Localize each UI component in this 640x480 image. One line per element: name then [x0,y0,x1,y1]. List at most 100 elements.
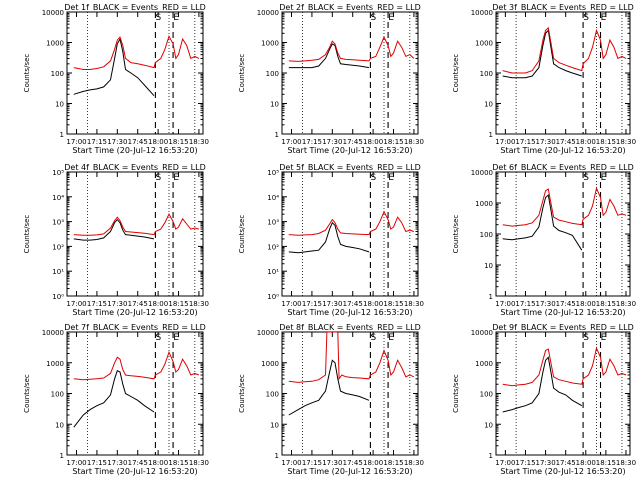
y-tick-label: 1000 [46,360,64,368]
x-tick-label: 17:45 [343,300,363,308]
panel-det-3: 1 10 100 1000 10000 17:00 17:15 17:30 17:45 18:00… [452,3,636,155]
events-series-line [73,37,155,97]
x-tick-label: 18:15 [168,300,188,308]
lld-series-line [502,186,627,227]
events-legend: BLACK = Events [93,163,158,172]
y-tick-label: 10000 [471,169,493,177]
x-tick-label: 17:45 [128,138,148,146]
y-tick-label: 10 [55,101,64,109]
x-tick-label: 17:15 [87,300,107,308]
x-tick-label: 17:30 [535,459,555,467]
y-tick-label: 10¹ [267,268,279,276]
x-axis-label: Start Time (20-Jul-12 16:53:20) [72,146,197,155]
events-series-line [502,194,583,251]
x-tick-label: 18:00 [148,300,168,308]
events-legend: BLACK = Events [93,3,158,12]
events-legend: BLACK = Events [521,163,586,172]
y-tick-label: 10000 [42,329,64,337]
detector-name: Det 1f [64,3,89,12]
y-axis-label: Counts/sec [238,215,246,254]
interval-marker-label: S [583,13,589,23]
x-tick-label: 17:00 [281,300,301,308]
x-tick-label: 17:45 [343,138,363,146]
lld-legend: RED = LLD [162,323,206,332]
x-tick-label: 17:30 [535,300,555,308]
interval-marker-label: E [388,173,394,183]
x-tick-label: 17:15 [515,459,535,467]
y-tick-label: 10 [484,101,493,109]
panel-title: Det 2f BLACK = Events RED = LLD [279,3,420,12]
interval-marker-label: E [173,13,179,23]
x-tick-label: 18:00 [148,138,168,146]
panel-title: Det 1f BLACK = Events RED = LLD [64,3,205,12]
interval-marker-label: S [156,173,162,183]
x-tick-label: 17:45 [128,300,148,308]
lld-legend: RED = LLD [377,3,421,12]
detector-name: Det 3f [492,3,517,12]
events-series-line [288,221,370,254]
events-legend: BLACK = Events [93,323,158,332]
panel-det-9: 1 10 100 1000 10000 17:00 17:15 17:30 17:45 18:00… [452,323,636,476]
events-series-line [502,356,583,413]
x-tick-label: 17:45 [128,459,148,467]
x-tick-label: 17:00 [281,459,301,467]
y-tick-label: 1000 [475,200,493,208]
events-series-line [73,370,155,428]
y-tick-label: 10000 [471,9,493,17]
y-axis-label: Counts/sec [23,54,31,93]
x-tick-label: 17:45 [556,138,576,146]
x-tick-label: 18:15 [168,138,188,146]
x-tick-label: 18:30 [404,300,424,308]
x-axis-label: Start Time (20-Jul-12 16:53:20) [500,467,625,476]
y-tick-label: 1 [60,452,64,460]
panel-title: Det 6f BLACK = Events RED = LLD [492,163,633,172]
x-tick-label: 17:00 [66,300,86,308]
panel-title: Det 8f BLACK = Events RED = LLD [279,323,420,332]
panel-title: Det 5f BLACK = Events RED = LLD [279,163,420,172]
lld-series-line [73,35,200,70]
lld-legend: RED = LLD [377,163,421,172]
x-tick-label: 18:30 [189,459,209,467]
x-tick-label: 18:00 [576,459,596,467]
y-tick-label: 1000 [261,360,279,368]
panel-det-8: 1 10 100 1000 10000 17:00 17:15 17:30 17:45 18:00… [238,323,424,476]
panel-title: Det 9f BLACK = Events RED = LLD [492,323,633,332]
x-tick-label: 17:00 [281,138,301,146]
x-tick-label: 18:30 [616,459,636,467]
y-tick-label: 10 [484,421,493,429]
x-tick-label: 18:15 [596,138,616,146]
y-tick-label: 10 [55,421,64,429]
y-tick-label: 10 [270,421,279,429]
interval-marker-label: E [173,333,179,343]
y-tick-label: 1 [489,293,493,301]
x-tick-label: 17:15 [515,138,535,146]
y-tick-label: 10000 [471,329,493,337]
y-tick-label: 1 [489,452,493,460]
interval-marker-label: S [156,333,162,343]
interval-marker-label: E [173,173,179,183]
lld-legend: RED = LLD [377,323,421,332]
x-tick-label: 17:30 [535,138,555,146]
events-legend: BLACK = Events [521,3,586,12]
interval-marker-label: E [388,13,394,23]
x-tick-label: 17:30 [322,300,342,308]
x-tick-label: 17:15 [302,138,322,146]
x-tick-label: 18:15 [596,459,616,467]
panel-title: Det 4f BLACK = Events RED = LLD [64,163,205,172]
lld-series-line [73,213,200,236]
events-series-line [288,43,370,69]
interval-marker-label: E [601,13,607,23]
interval-marker-label: E [601,173,607,183]
x-tick-label: 18:00 [363,300,383,308]
panel-det-2: 1 10 100 1000 10000 17:00 17:15 17:30 17:45 18:00… [238,3,424,155]
x-tick-label: 17:30 [107,138,127,146]
panel-title: Det 3f BLACK = Events RED = LLD [492,3,633,12]
y-tick-label: 100 [266,70,279,78]
y-tick-label: 1 [60,131,64,139]
y-tick-label: 100 [480,231,493,239]
detector-name: Det 2f [279,3,304,12]
interval-marker-label: S [371,333,377,343]
lld-legend: RED = LLD [162,163,206,172]
